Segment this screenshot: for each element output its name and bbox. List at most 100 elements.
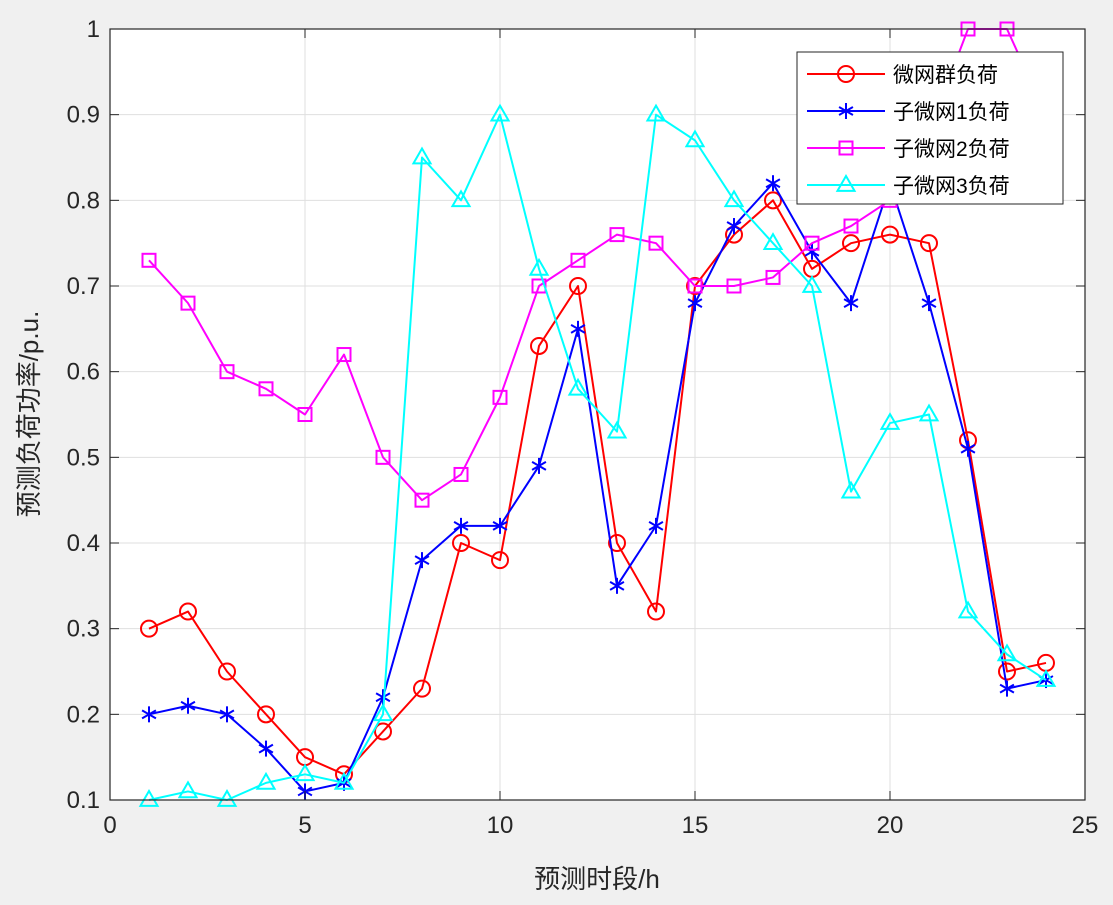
asterisk-stroke	[219, 709, 235, 720]
data-point	[570, 252, 586, 268]
data-point	[140, 619, 158, 638]
data-point	[957, 600, 979, 619]
legend-item: 子微网2负荷	[807, 138, 1010, 161]
data-point	[687, 278, 703, 294]
data-point	[219, 706, 235, 723]
legend-marker	[835, 173, 857, 192]
x-tick-label: 10	[487, 812, 514, 839]
data-point	[450, 189, 472, 208]
legend-box	[796, 51, 1064, 205]
asterisk-stroke	[453, 521, 469, 531]
series-line	[148, 199, 1047, 776]
data-point	[726, 218, 742, 235]
data-point	[765, 269, 781, 285]
asterisk-stroke	[570, 323, 586, 334]
legend-label: 子微网2负荷	[893, 138, 1010, 161]
asterisk-stroke	[180, 700, 196, 711]
data-point	[606, 420, 628, 439]
data-point	[645, 103, 667, 122]
data-point	[374, 722, 392, 741]
asterisk-stroke	[843, 298, 859, 308]
asterisk-stroke	[648, 521, 664, 531]
data-point	[411, 146, 433, 165]
legend-label: 微网群负荷	[893, 64, 998, 87]
series-layer	[138, 21, 1057, 807]
data-point	[218, 662, 236, 681]
data-point	[842, 234, 860, 253]
data-point	[177, 780, 199, 799]
data-point	[569, 277, 587, 295]
data-point	[336, 347, 352, 363]
data-point	[179, 602, 197, 621]
x-tick-label: 25	[1072, 812, 1099, 839]
data-point	[372, 703, 394, 722]
data-point	[726, 278, 742, 294]
data-point	[881, 225, 899, 244]
legend-item: 子微网1负荷	[807, 101, 1010, 124]
data-point	[998, 662, 1016, 681]
data-point	[491, 551, 509, 570]
data-point	[801, 274, 823, 293]
data-point	[648, 235, 664, 251]
data-point	[804, 235, 820, 251]
x-tick-label: 0	[103, 812, 116, 839]
data-point	[570, 320, 586, 337]
asterisk-stroke	[726, 221, 742, 231]
data-point	[608, 534, 626, 552]
asterisk-stroke	[414, 555, 430, 565]
y-tick-label: 0.2	[67, 701, 100, 728]
data-point	[413, 679, 431, 698]
y-tick-label: 0.3	[67, 616, 100, 643]
data-point	[609, 577, 625, 594]
series-1	[140, 191, 1055, 784]
data-point	[492, 517, 508, 534]
legend-marker	[838, 140, 854, 156]
data-point	[297, 407, 313, 422]
data-point	[843, 218, 859, 234]
data-point	[180, 697, 196, 714]
data-point	[647, 602, 665, 621]
asterisk-stroke	[765, 178, 781, 189]
asterisk-stroke	[609, 580, 625, 591]
data-point	[960, 440, 976, 457]
data-point	[879, 412, 901, 430]
y-tick-label: 0.7	[67, 273, 100, 300]
data-point	[921, 295, 937, 312]
data-point	[920, 234, 938, 253]
y-tick-label: 0.1	[67, 787, 100, 814]
data-point	[840, 480, 862, 499]
data-point	[414, 492, 430, 508]
data-point	[530, 336, 548, 355]
data-point	[918, 403, 940, 422]
data-point	[219, 364, 235, 380]
data-point	[687, 295, 703, 312]
y-tick-label: 0.9	[67, 102, 100, 129]
data-point	[1035, 669, 1057, 687]
data-point	[414, 552, 430, 569]
axis-ticks: 0 5 10 15 20 25 0.1 0.2 0.3 0.4 0.5 0.6 0.7 0.8 0.9 1	[67, 16, 1099, 839]
data-point	[141, 706, 157, 723]
x-tick-label: 20	[877, 812, 904, 839]
legend-marker	[838, 103, 854, 119]
asterisk-stroke	[141, 709, 157, 720]
plot-frame	[109, 28, 1086, 801]
data-point	[258, 381, 274, 397]
y-tick-label: 0.4	[67, 530, 100, 557]
x-axis-label: 预测时段/h	[534, 864, 660, 894]
data-point	[375, 449, 391, 465]
y-axis-label: 预测负荷功率/p.u.	[14, 311, 44, 518]
data-point	[531, 457, 547, 474]
y-tick-label: 0.8	[67, 187, 100, 214]
data-point	[138, 788, 160, 807]
data-point	[255, 771, 277, 790]
asterisk-stroke	[999, 683, 1015, 694]
data-point	[765, 175, 781, 192]
x-tick-label: 5	[298, 812, 311, 839]
asterisk-stroke	[838, 106, 854, 116]
data-point	[528, 257, 550, 276]
legend-marker	[837, 65, 855, 83]
data-point	[453, 517, 469, 534]
data-point	[489, 103, 511, 122]
